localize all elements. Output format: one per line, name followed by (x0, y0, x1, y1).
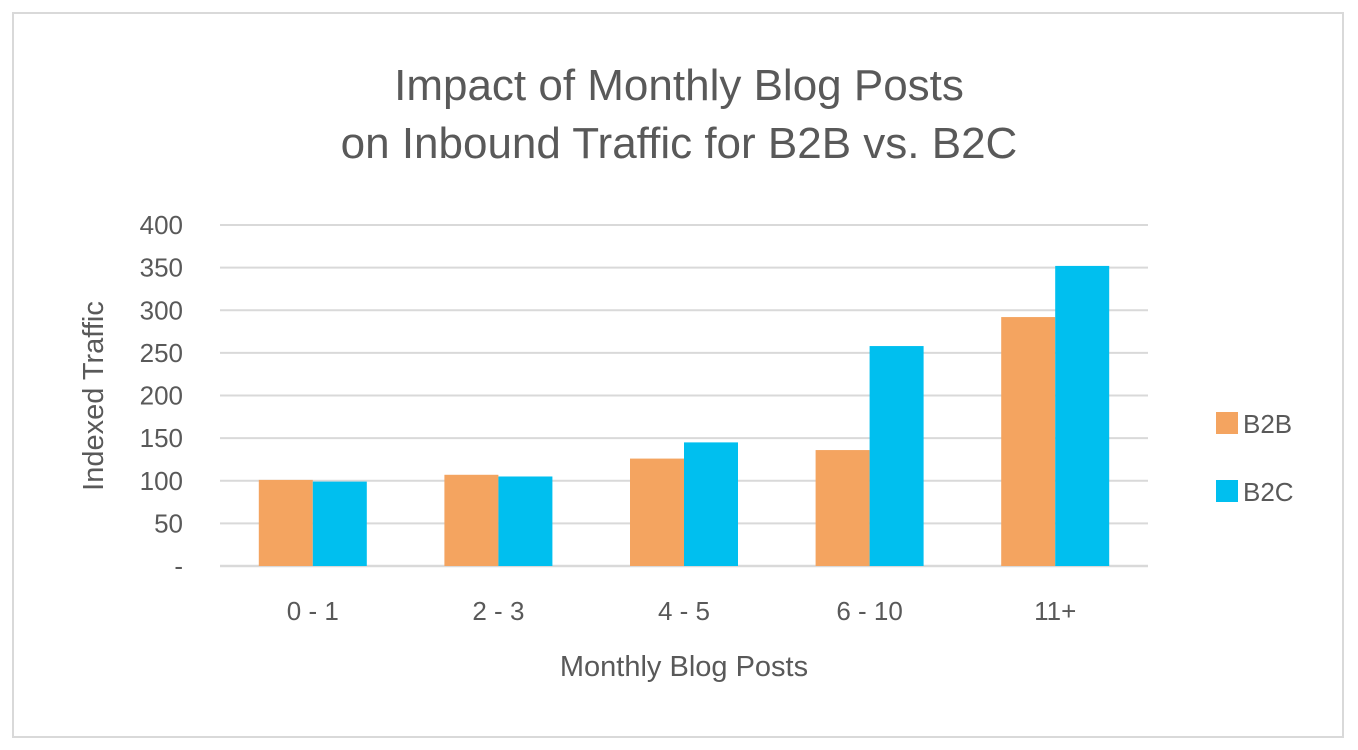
legend: B2B B2C (1216, 409, 1294, 507)
x-tick-label: 6 - 10 (836, 596, 903, 626)
chart-title-line-2: on Inbound Traffic for B2B vs. B2C (341, 119, 1018, 168)
bar-b2b-1 (444, 474, 499, 566)
y-tick-label: 50 (154, 508, 183, 538)
x-axis-ticks: 0 - 1 2 - 3 4 - 5 6 - 10 11+ (287, 596, 1077, 626)
bars (258, 265, 1110, 566)
bar-b2b-2 (630, 458, 684, 566)
y-tick-label: 150 (140, 423, 183, 453)
bar-b2c-1 (498, 476, 553, 566)
gridlines (220, 224, 1148, 568)
x-tick-label: 2 - 3 (472, 596, 524, 626)
y-tick-label: 100 (140, 466, 183, 496)
bar-b2c-3 (869, 346, 924, 566)
chart-frame (12, 12, 1344, 738)
x-axis-title: Monthly Blog Posts (560, 651, 808, 683)
bar-b2b-0 (258, 479, 313, 566)
legend-swatch-b2b (1216, 412, 1238, 434)
x-tick-label: 4 - 5 (658, 596, 710, 626)
chart-title-line-1: Impact of Monthly Blog Posts (394, 61, 964, 110)
y-axis-title: Indexed Traffic (78, 301, 110, 491)
legend-label-b2b: B2B (1243, 409, 1292, 439)
y-tick-label: 300 (140, 295, 183, 325)
bar-b2b-3 (815, 450, 870, 566)
y-tick-label: 350 (140, 253, 183, 283)
y-axis-ticks: - 50 100 150 200 250 300 350 400 (140, 210, 183, 581)
bar-b2c-2 (684, 442, 738, 566)
bar-b2c-4 (1055, 265, 1110, 566)
bar-b2b-4 (1001, 317, 1056, 566)
y-tick-label: - (174, 551, 183, 581)
legend-label-b2c: B2C (1243, 477, 1294, 507)
y-tick-label: 200 (140, 381, 183, 411)
x-tick-label: 11+ (1034, 596, 1076, 626)
x-tick-label: 0 - 1 (287, 596, 339, 626)
chart-title: Impact of Monthly Blog Posts on Inbound … (341, 61, 1018, 168)
y-tick-label: 400 (140, 210, 183, 240)
y-tick-label: 250 (140, 338, 183, 368)
bar-b2c-0 (312, 481, 367, 566)
legend-swatch-b2c (1216, 480, 1238, 502)
